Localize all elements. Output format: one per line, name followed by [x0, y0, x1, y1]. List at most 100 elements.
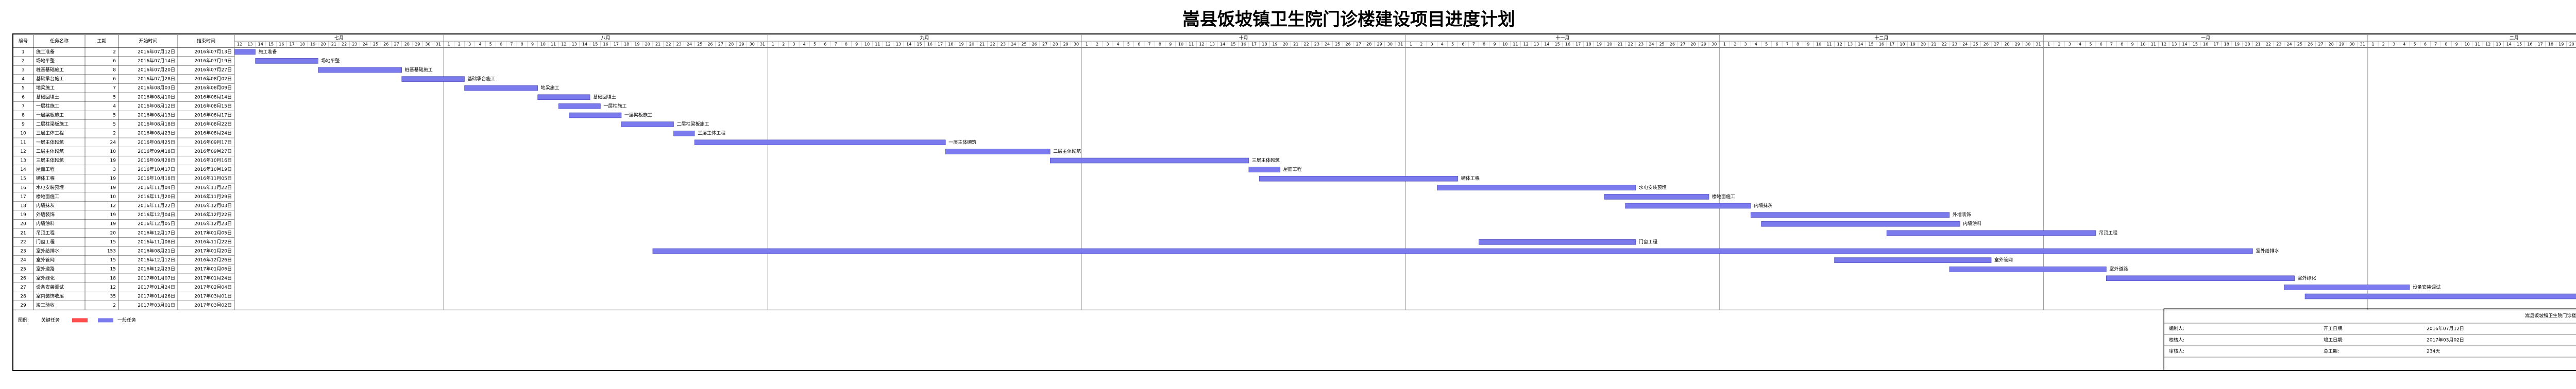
info-cell: 234天 — [2427, 349, 2440, 355]
day-label: 2 — [782, 42, 785, 47]
task-duration: 3 — [113, 167, 116, 172]
day-label: 26 — [1346, 42, 1351, 47]
day-label: 20 — [1283, 42, 1288, 47]
task-duration: 19 — [110, 185, 116, 190]
legend-swatch — [72, 318, 88, 323]
day-label: 3 — [1431, 42, 1433, 47]
task-bar — [1049, 157, 1249, 164]
day-label: 17 — [1575, 42, 1581, 47]
day-label: 9 — [1493, 42, 1496, 47]
day-label: 23 — [352, 42, 357, 47]
task-end: 2016年07月27日 — [194, 67, 232, 73]
day-label: 9 — [1807, 42, 1809, 47]
task-end: 2016年08月17日 — [194, 112, 232, 118]
task-duration: 12 — [110, 285, 116, 290]
task-id: 26 — [20, 276, 26, 281]
task-id: 2 — [22, 59, 25, 64]
day-label: 17 — [938, 42, 943, 47]
bar-label: 内墙涂料 — [1963, 221, 1981, 227]
day-label: 28 — [404, 42, 410, 47]
task-id: 14 — [20, 167, 26, 172]
day-label: 16 — [2203, 42, 2208, 47]
day-label: 1 — [1723, 42, 1726, 47]
task-name: 二层柱梁板施工 — [36, 121, 69, 127]
bar-label: 室外给排水 — [2256, 248, 2279, 254]
task-id: 28 — [20, 294, 26, 299]
day-label: 8 — [1159, 42, 1161, 47]
task-name: 场地平整 — [36, 58, 55, 64]
bar-label: 一层梁板施工 — [624, 112, 652, 118]
day-label: 22 — [342, 42, 347, 47]
task-name: 水电安装预埋 — [36, 184, 64, 190]
day-label: 11 — [1826, 42, 1832, 47]
task-start: 2016年08月12日 — [138, 103, 175, 109]
day-label: 18 — [948, 42, 953, 47]
day-label: 20 — [320, 42, 326, 47]
day-label: 19 — [1910, 42, 1916, 47]
day-label: 10 — [1502, 42, 1507, 47]
day-label: 31 — [436, 42, 441, 47]
task-duration: 5 — [113, 113, 116, 118]
task-id: 15 — [20, 176, 26, 182]
task-bar — [569, 112, 622, 118]
task-start: 2016年08月10日 — [138, 94, 175, 100]
day-label: 2 — [2058, 42, 2060, 47]
day-label: 5 — [2089, 42, 2092, 47]
task-id: 11 — [20, 140, 26, 145]
bar-label: 一层柱施工 — [603, 103, 626, 109]
day-label: 20 — [1607, 42, 1612, 47]
legend-swatch — [98, 318, 113, 323]
day-label: 28 — [2329, 42, 2334, 47]
day-label: 1 — [1086, 42, 1088, 47]
task-id: 9 — [22, 122, 25, 127]
task-end: 2016年08月02日 — [194, 76, 232, 82]
month-label: 十月 — [1239, 35, 1248, 41]
bar-label: 二层主体砌筑 — [1053, 148, 1081, 154]
day-label: 2 — [1420, 42, 1422, 47]
day-label: 12 — [2485, 42, 2490, 47]
day-label: 13 — [572, 42, 577, 47]
task-name: 基础承台施工 — [36, 76, 64, 82]
day-label: 23 — [1314, 42, 1319, 47]
day-label: 20 — [2245, 42, 2250, 47]
task-bar — [1259, 175, 1459, 182]
day-label: 31 — [760, 42, 765, 47]
task-bar — [1437, 185, 1636, 191]
task-end: 2016年11月05日 — [194, 175, 232, 182]
task-duration: 6 — [113, 77, 116, 82]
info-cell: 校核人: — [2169, 337, 2184, 343]
task-bar — [2304, 293, 2576, 299]
day-label: 20 — [969, 42, 974, 47]
info-cell: 开工日期: — [2324, 326, 2344, 332]
day-label: 12 — [561, 42, 566, 47]
task-end: 2017年01月05日 — [194, 229, 232, 236]
task-start: 2016年10月18日 — [138, 175, 175, 182]
day-label: 30 — [1387, 42, 1393, 47]
bar-label: 场地平整 — [321, 58, 340, 64]
day-label: 12 — [2161, 42, 2166, 47]
month-label: 二月 — [2510, 36, 2519, 41]
day-label: 31 — [2036, 42, 2041, 47]
task-name: 基础回填土 — [36, 94, 59, 100]
day-label: 21 — [2256, 42, 2261, 47]
task-end: 2016年12月23日 — [194, 221, 232, 227]
task-duration: 24 — [110, 140, 116, 145]
task-bar — [694, 139, 946, 146]
day-label: 2 — [1734, 42, 1736, 47]
task-bar — [1479, 239, 1636, 245]
frame — [12, 33, 2576, 371]
task-name: 内墙抹灰 — [36, 203, 55, 209]
day-label: 19 — [1597, 42, 1602, 47]
task-name: 一层柱施工 — [36, 103, 59, 109]
day-label: 16 — [1241, 42, 1246, 47]
day-label: 21 — [331, 42, 336, 47]
day-label: 13 — [1210, 42, 1215, 47]
day-label: 17 — [1251, 42, 1257, 47]
task-end: 2016年09月17日 — [194, 139, 232, 145]
day-label: 17 — [1889, 42, 1894, 47]
day-label: 23 — [2276, 42, 2281, 47]
day-label: 27 — [1680, 42, 1685, 47]
task-end: 2016年12月26日 — [194, 257, 232, 263]
task-end: 2017年01月20日 — [194, 248, 232, 254]
task-end: 2016年08月22日 — [194, 121, 232, 127]
